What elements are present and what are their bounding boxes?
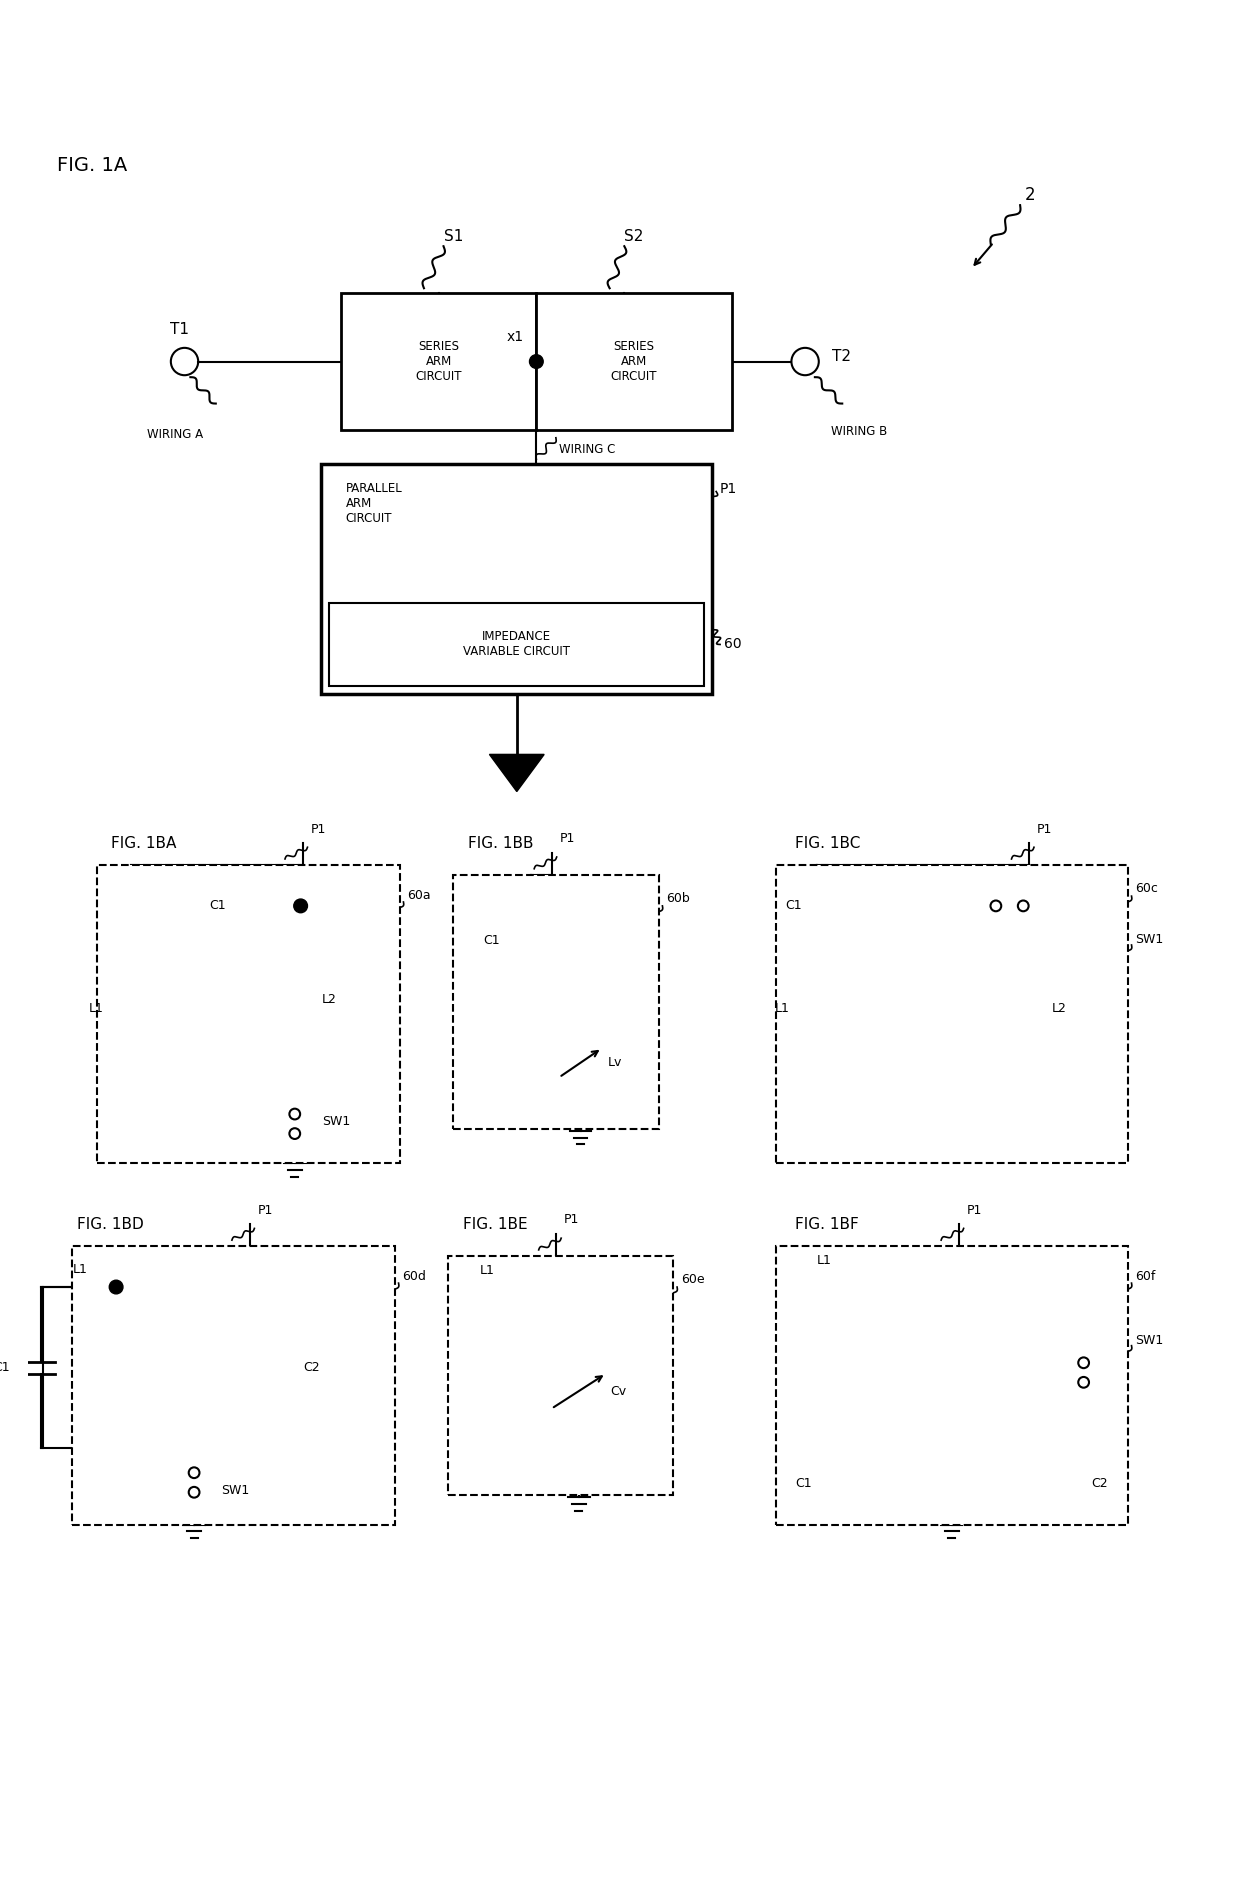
Text: SW1: SW1	[322, 1116, 351, 1129]
Text: FIG. 1BC: FIG. 1BC	[795, 836, 861, 850]
Circle shape	[109, 1280, 123, 1293]
Bar	[454, 874, 658, 1129]
Text: 60f: 60f	[1136, 1271, 1156, 1284]
Text: P1: P1	[720, 481, 738, 497]
Text: x1: x1	[506, 330, 523, 344]
Text: C1: C1	[795, 1476, 812, 1490]
Text: C1: C1	[786, 899, 802, 912]
Text: C1: C1	[210, 899, 227, 912]
Circle shape	[529, 355, 543, 368]
Bar	[321, 464, 712, 693]
Text: P1: P1	[564, 1214, 579, 1227]
Text: C2: C2	[1091, 1476, 1109, 1490]
Text: SW1: SW1	[222, 1484, 249, 1497]
Text: T1: T1	[170, 323, 190, 338]
Text: WIRING C: WIRING C	[559, 442, 615, 455]
Bar	[449, 1256, 673, 1495]
Text: S1: S1	[444, 228, 463, 244]
Text: C1: C1	[0, 1361, 10, 1374]
Text: WIRING B: WIRING B	[831, 425, 887, 438]
Text: WIRING A: WIRING A	[146, 429, 203, 442]
Text: 60a: 60a	[408, 889, 432, 902]
Text: Lv: Lv	[608, 1055, 622, 1069]
Text: P1: P1	[1037, 823, 1053, 836]
Text: L1: L1	[88, 1003, 103, 1016]
Text: 60d: 60d	[403, 1271, 427, 1284]
Text: FIG. 1BB: FIG. 1BB	[467, 836, 533, 850]
Text: L1: L1	[480, 1265, 495, 1278]
Bar	[341, 293, 537, 430]
Text: 60c: 60c	[1136, 882, 1158, 895]
Text: L2: L2	[1052, 1003, 1066, 1016]
Bar	[776, 1246, 1127, 1524]
Text: FIG. 1BA: FIG. 1BA	[112, 836, 176, 850]
Bar	[329, 602, 704, 685]
Text: SERIES
ARM
CIRCUIT: SERIES ARM CIRCUIT	[415, 340, 461, 383]
Text: 60: 60	[724, 638, 742, 651]
Text: SW1: SW1	[1136, 1335, 1163, 1346]
Text: FIG. 1BF: FIG. 1BF	[795, 1216, 859, 1231]
Text: IMPEDANCE
VARIABLE CIRCUIT: IMPEDANCE VARIABLE CIRCUIT	[464, 631, 570, 659]
Text: FIG. 1A: FIG. 1A	[57, 157, 128, 176]
Text: L1: L1	[73, 1263, 88, 1276]
Text: 2: 2	[1025, 185, 1035, 204]
Text: L1: L1	[775, 1003, 790, 1016]
Text: FIG. 1BE: FIG. 1BE	[463, 1216, 528, 1231]
Text: P1: P1	[310, 823, 326, 836]
Text: SERIES
ARM
CIRCUIT: SERIES ARM CIRCUIT	[611, 340, 657, 383]
Text: FIG. 1BD: FIG. 1BD	[77, 1216, 144, 1231]
Circle shape	[294, 899, 308, 912]
Text: SW1: SW1	[1136, 933, 1163, 946]
Text: T2: T2	[832, 349, 852, 364]
Polygon shape	[490, 755, 544, 791]
Text: PARALLEL
ARM
CIRCUIT: PARALLEL ARM CIRCUIT	[346, 481, 403, 525]
Text: P1: P1	[966, 1205, 982, 1216]
Bar	[776, 865, 1127, 1163]
Text: P1: P1	[559, 833, 575, 846]
Text: C1: C1	[484, 935, 500, 948]
Text: L1: L1	[817, 1254, 832, 1267]
Bar	[97, 865, 399, 1163]
Text: C2: C2	[304, 1361, 320, 1374]
Text: P1: P1	[258, 1205, 273, 1216]
Text: S2: S2	[625, 228, 644, 244]
Text: Cv: Cv	[610, 1384, 626, 1397]
Bar	[72, 1246, 394, 1524]
Text: L2: L2	[322, 993, 337, 1006]
Text: 60e: 60e	[681, 1273, 704, 1286]
Text: 60b: 60b	[666, 893, 691, 904]
Bar	[537, 293, 732, 430]
